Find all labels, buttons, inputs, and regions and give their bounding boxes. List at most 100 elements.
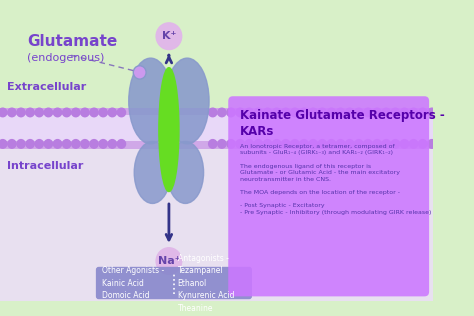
Circle shape	[245, 108, 254, 117]
Circle shape	[236, 108, 244, 117]
Circle shape	[291, 140, 299, 148]
Text: Antagonists -
Tezampanel
Ethanol
Kynurenic Acid
Theanine: Antagonists - Tezampanel Ethanol Kynuren…	[178, 253, 234, 313]
Circle shape	[90, 140, 98, 148]
Circle shape	[318, 140, 327, 148]
Circle shape	[108, 108, 117, 117]
Circle shape	[54, 108, 62, 117]
Text: An Ionotropic Receptor, a tetramer, composed of
subunits - GluR₁₋₄ (GIRK₁₋₃) and: An Ionotropic Receptor, a tetramer, comp…	[240, 144, 431, 215]
Circle shape	[227, 108, 235, 117]
Circle shape	[264, 140, 272, 148]
Circle shape	[26, 140, 34, 148]
Circle shape	[236, 140, 244, 148]
Ellipse shape	[129, 58, 173, 144]
Circle shape	[133, 66, 146, 79]
Circle shape	[90, 108, 98, 117]
Circle shape	[8, 108, 16, 117]
Circle shape	[54, 140, 62, 148]
Circle shape	[99, 108, 107, 117]
Circle shape	[44, 140, 53, 148]
Circle shape	[328, 108, 336, 117]
Circle shape	[273, 108, 281, 117]
Circle shape	[401, 108, 409, 117]
Text: Other Agonists -
Kainic Acid
Domoic Acid: Other Agonists - Kainic Acid Domoic Acid	[102, 266, 164, 300]
Bar	[0, 115, 433, 141]
Circle shape	[35, 140, 43, 148]
Circle shape	[0, 140, 7, 148]
Circle shape	[328, 140, 336, 148]
Circle shape	[364, 140, 372, 148]
FancyBboxPatch shape	[96, 267, 252, 299]
Bar	[0, 0, 433, 149]
Circle shape	[63, 108, 71, 117]
Circle shape	[401, 140, 409, 148]
Circle shape	[35, 108, 43, 117]
Circle shape	[72, 140, 80, 148]
Ellipse shape	[159, 68, 179, 191]
Text: K⁺: K⁺	[162, 31, 176, 41]
Circle shape	[355, 108, 363, 117]
Circle shape	[355, 140, 363, 148]
Circle shape	[81, 108, 89, 117]
Circle shape	[17, 140, 25, 148]
Bar	[0, 149, 433, 301]
Circle shape	[218, 108, 226, 117]
Circle shape	[99, 140, 107, 148]
Circle shape	[309, 140, 317, 148]
FancyBboxPatch shape	[228, 96, 429, 296]
Circle shape	[81, 140, 89, 148]
Ellipse shape	[167, 142, 204, 204]
Circle shape	[391, 108, 400, 117]
Circle shape	[309, 108, 317, 117]
Circle shape	[63, 140, 71, 148]
Circle shape	[72, 108, 80, 117]
Circle shape	[0, 108, 7, 117]
Circle shape	[17, 108, 25, 117]
Circle shape	[209, 108, 217, 117]
Text: (endogenous): (endogenous)	[27, 53, 105, 63]
Circle shape	[428, 140, 436, 148]
Circle shape	[373, 108, 381, 117]
Circle shape	[373, 140, 381, 148]
Text: Kainate Glutamate Receptors -
KARs: Kainate Glutamate Receptors - KARs	[240, 109, 445, 138]
Text: Glutamate: Glutamate	[27, 34, 118, 49]
Circle shape	[300, 108, 308, 117]
Circle shape	[254, 140, 263, 148]
Circle shape	[8, 140, 16, 148]
Circle shape	[337, 140, 345, 148]
Circle shape	[419, 108, 427, 117]
Circle shape	[382, 140, 390, 148]
Circle shape	[156, 248, 182, 275]
Circle shape	[264, 108, 272, 117]
Circle shape	[44, 108, 53, 117]
Circle shape	[428, 108, 436, 117]
Ellipse shape	[165, 58, 209, 144]
Circle shape	[245, 140, 254, 148]
Circle shape	[118, 108, 126, 117]
Circle shape	[118, 140, 126, 148]
Circle shape	[254, 108, 263, 117]
Circle shape	[282, 108, 290, 117]
Circle shape	[337, 108, 345, 117]
Text: Intracellular: Intracellular	[7, 161, 84, 171]
Text: Extracellular: Extracellular	[7, 82, 87, 92]
Circle shape	[382, 108, 390, 117]
Circle shape	[300, 140, 308, 148]
Circle shape	[26, 108, 34, 117]
Circle shape	[410, 140, 418, 148]
Circle shape	[346, 108, 354, 117]
Circle shape	[218, 140, 226, 148]
Text: Na⁺: Na⁺	[157, 256, 180, 266]
Circle shape	[209, 140, 217, 148]
Circle shape	[419, 140, 427, 148]
Circle shape	[364, 108, 372, 117]
Circle shape	[318, 108, 327, 117]
Circle shape	[282, 140, 290, 148]
Bar	[0, 108, 433, 149]
Circle shape	[273, 140, 281, 148]
Circle shape	[227, 140, 235, 148]
Circle shape	[391, 140, 400, 148]
Circle shape	[156, 23, 182, 50]
Circle shape	[108, 140, 117, 148]
Circle shape	[291, 108, 299, 117]
Circle shape	[346, 140, 354, 148]
